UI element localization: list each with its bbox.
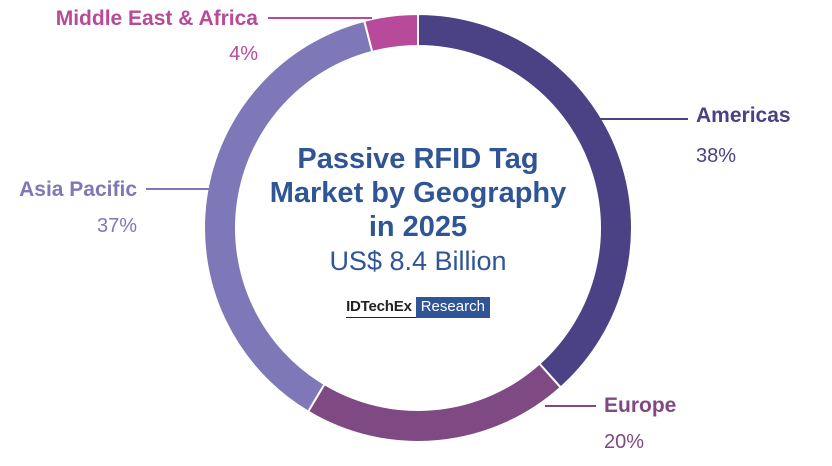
segment-value-label: 37%: [97, 215, 137, 237]
segment-name-label: Middle East & Africa: [56, 7, 259, 30]
chart-subtitle: US$ 8.4 Billion: [329, 246, 507, 276]
slice-europe: [306, 362, 563, 443]
leader-lines: [146, 17, 688, 407]
brand-logo: IDTechEx Research: [346, 297, 490, 318]
donut-slices: [203, 12, 634, 443]
chart-title: Passive RFID Tag Market by Geography in …: [269, 143, 567, 243]
segment-name-label: Europe: [604, 394, 676, 417]
chart-center: Passive RFID Tag Market by Geography in …: [268, 142, 568, 318]
segment-value-label: 20%: [604, 431, 644, 453]
slice-middle-east-africa: [363, 12, 419, 54]
segment-value-label: 38%: [696, 145, 736, 167]
segment-value-label: 4%: [229, 43, 258, 65]
segment-name-label: Americas: [696, 104, 791, 127]
brand-name: IDTechEx: [346, 297, 416, 318]
segment-labels: Americas 38% Europe 20% Asia Pacific 37% Middl…: [19, 7, 790, 453]
segment-name-label: Asia Pacific: [19, 178, 137, 201]
brand-tag: Research: [415, 297, 490, 318]
